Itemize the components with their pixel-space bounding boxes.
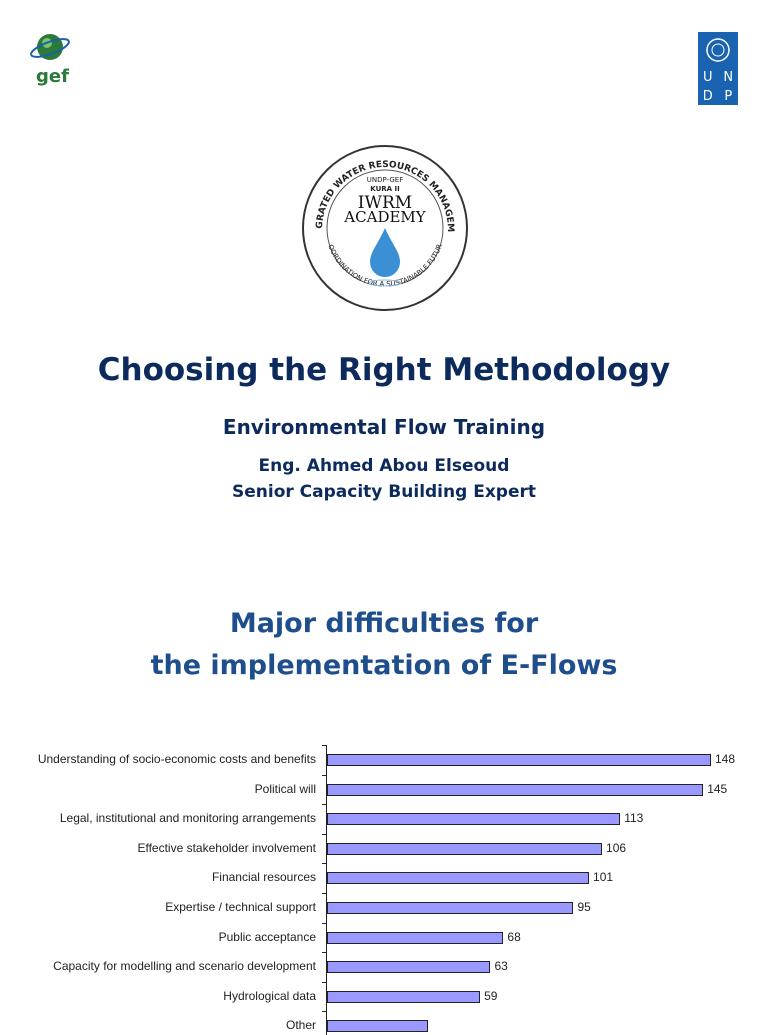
undp-letter: U	[702, 70, 713, 85]
value-label: 106	[606, 840, 627, 855]
undp-letter: N	[723, 70, 734, 85]
category-label: Capacity for modelling and scenario deve…	[53, 959, 316, 974]
category-label: Other	[285, 1018, 316, 1033]
category-label: Public acceptance	[218, 929, 316, 944]
value-label: 68	[507, 929, 521, 944]
undp-logo: U N D P	[698, 32, 738, 105]
bar	[327, 813, 621, 826]
bar	[327, 990, 481, 1003]
page-title: Choosing the Right Methodology	[97, 352, 671, 388]
author-role: Senior Capacity Building Expert	[232, 482, 536, 502]
y-tick	[322, 952, 327, 954]
value-label: 145	[707, 781, 728, 796]
y-tick	[322, 893, 327, 894]
y-axis	[326, 745, 327, 1035]
y-tick	[322, 1011, 327, 1013]
un-emblem-icon	[698, 32, 738, 68]
category-label: Expertise / technical support	[165, 900, 316, 914]
category-label: Effective stakeholder involvement	[137, 840, 316, 855]
y-tick	[322, 863, 327, 865]
bar	[327, 1020, 429, 1033]
category-label: Legal, institutional and monitoring arra…	[59, 811, 316, 826]
undp-letter: P	[724, 89, 733, 104]
y-tick	[322, 922, 327, 924]
value-label: 59	[484, 988, 498, 1003]
value-label: 63	[494, 959, 508, 974]
y-tick	[322, 804, 327, 806]
category-label: Political will	[254, 781, 316, 796]
svg-text:IWRM: IWRM	[358, 193, 412, 213]
svg-text:KURA II: KURA II	[370, 185, 399, 193]
value-label: 148	[715, 752, 736, 766]
section-heading: Major difficulties for the implementatio…	[0, 603, 768, 687]
y-tick	[322, 981, 327, 983]
bar	[327, 842, 603, 855]
undp-letter: D	[702, 89, 713, 104]
category-label: Understanding of socio-economic costs an…	[37, 752, 316, 766]
y-tick	[322, 745, 327, 746]
svg-text:gef: gef	[36, 66, 69, 87]
y-tick	[322, 833, 327, 835]
gef-logo: gef	[30, 34, 70, 87]
heading-line: Major difficulties for	[229, 608, 539, 639]
bar	[327, 754, 711, 766]
bar	[327, 961, 491, 974]
category-label: Financial resources	[211, 870, 316, 885]
value-label: 95	[577, 900, 591, 914]
heading-line: the implementation of E-Flows	[150, 650, 618, 681]
author: Eng. Ahmed Abou Elseoud	[258, 456, 510, 476]
subtitle: Environmental Flow Training	[222, 415, 546, 439]
value-label: 101	[593, 870, 614, 885]
svg-text:UNDP-GEF: UNDP-GEF	[367, 176, 403, 184]
iwrm-academy-seal: INTEGRATED WATER RESOURCES MANAGEMENT CO…	[300, 140, 468, 311]
svg-text:ACADEMY: ACADEMY	[343, 208, 426, 226]
bar	[327, 783, 704, 796]
bar	[327, 902, 574, 914]
bar	[327, 931, 504, 944]
category-label: Hydrological data	[223, 988, 316, 1003]
value-label: 113	[624, 811, 644, 826]
bar	[327, 872, 590, 885]
y-tick	[322, 774, 327, 776]
